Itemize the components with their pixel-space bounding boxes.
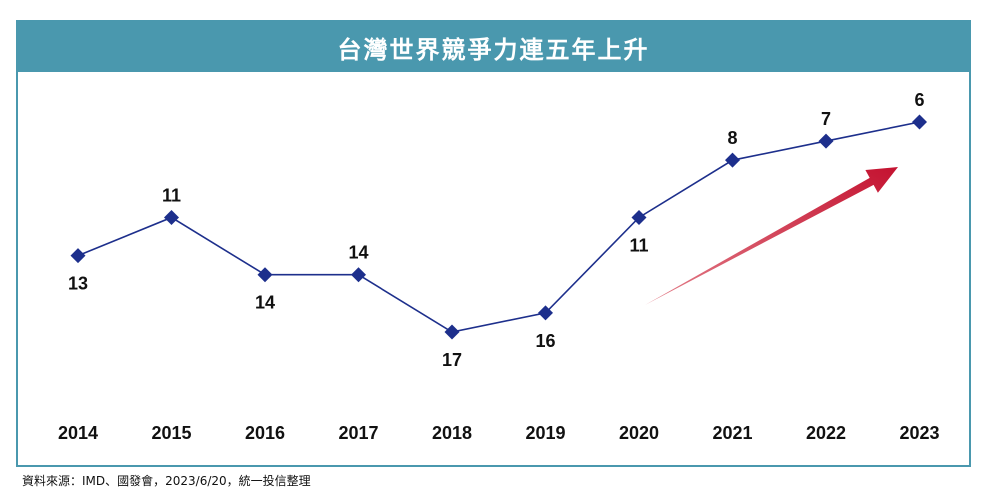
x-tick-label: 2016 (245, 423, 285, 443)
data-label: 6 (914, 90, 924, 110)
x-tick-label: 2018 (432, 423, 472, 443)
x-tick-label: 2015 (151, 423, 191, 443)
data-label: 7 (821, 109, 831, 129)
data-point-marker (538, 305, 553, 321)
data-label: 14 (255, 293, 275, 313)
data-label: 16 (535, 331, 555, 351)
x-tick-label: 2014 (58, 423, 98, 443)
x-tick-label: 2021 (712, 423, 752, 443)
data-point-marker (70, 248, 86, 264)
data-label: 11 (162, 185, 181, 205)
data-point-marker (725, 152, 740, 168)
source-note: 資料來源：IMD、國發會，2023/6/20，統一投信整理 (22, 474, 311, 488)
x-tick-label: 2022 (806, 423, 846, 443)
series-line (77, 121, 920, 333)
x-tick-label: 2023 (899, 423, 939, 443)
chart-frame: 台灣世界競爭力連五年上升 (16, 20, 971, 467)
data-point-marker (164, 209, 179, 225)
x-tick-label: 2017 (338, 423, 378, 443)
chart-title-bar: 台灣世界競爭力連五年上升 (18, 22, 969, 72)
chart-title: 台灣世界競爭力連五年上升 (337, 35, 650, 64)
data-point-marker (257, 267, 273, 283)
data-label: 17 (442, 350, 462, 370)
data-label: 13 (68, 274, 88, 294)
x-tick-label: 2019 (525, 423, 565, 443)
trend-arrow (645, 167, 898, 305)
data-point-marker (912, 114, 927, 130)
data-point-marker (351, 267, 366, 283)
data-point-marker (818, 133, 834, 149)
data-label: 11 (629, 235, 648, 255)
data-point-marker (444, 324, 460, 340)
x-tick-label: 2020 (619, 423, 659, 443)
data-label: 8 (727, 128, 737, 148)
data-label: 14 (348, 243, 368, 263)
data-point-marker (631, 209, 647, 225)
